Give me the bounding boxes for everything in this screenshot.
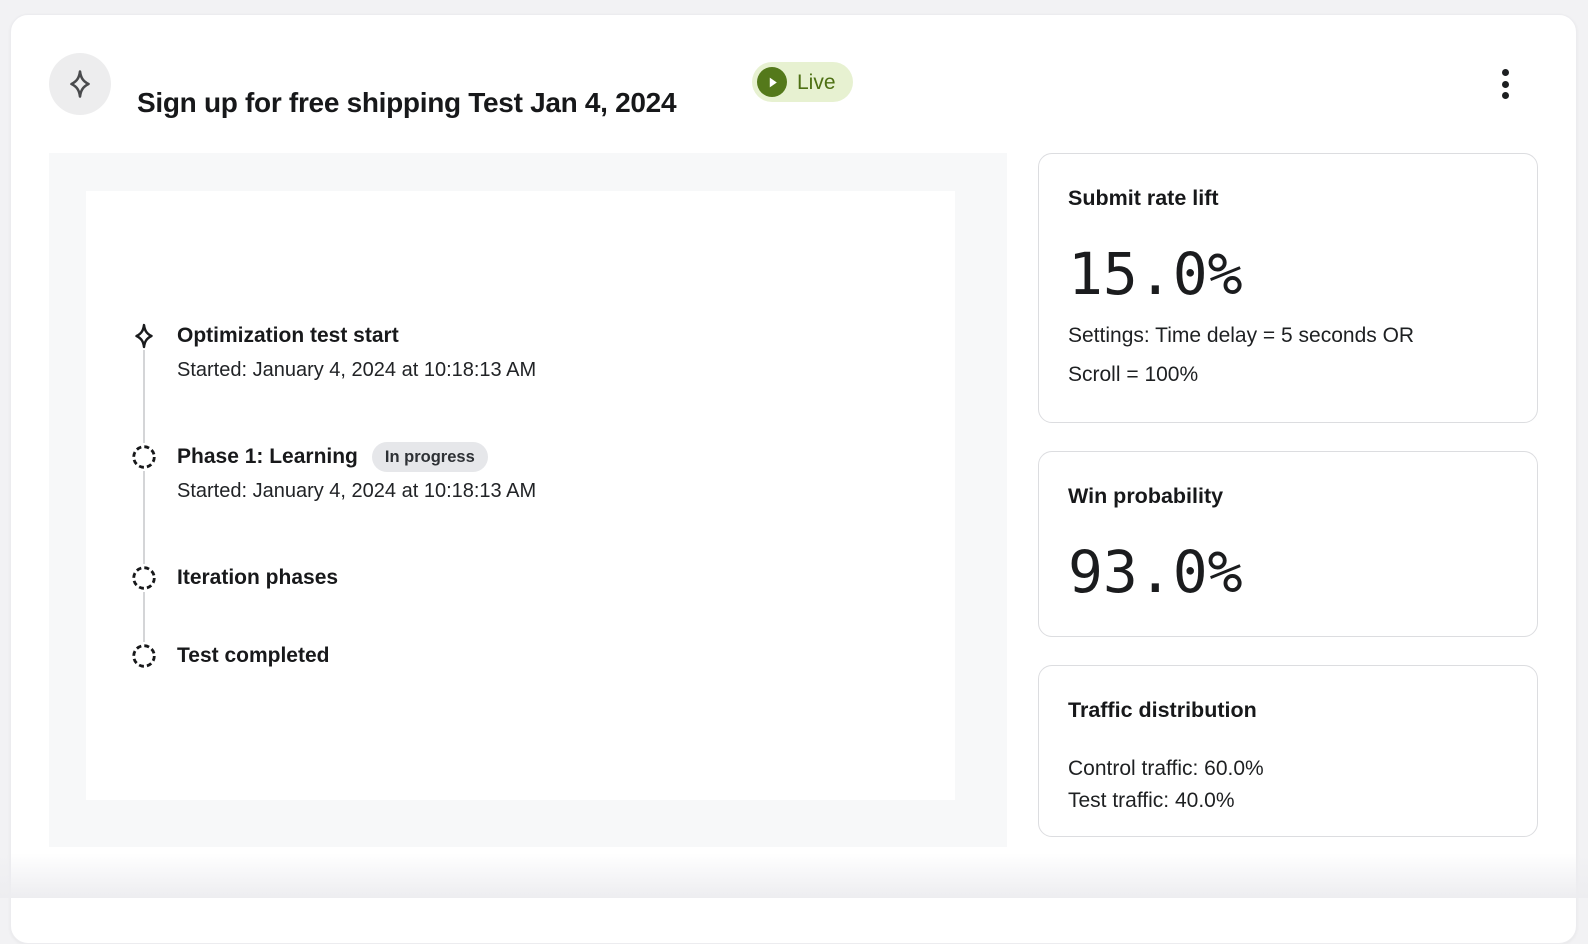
timeline-item: Phase 1: Learning In progress Started: Jan… [130,441,537,504]
submit-rate-lift-title: Submit rate lift [1068,186,1219,210]
win-probability-value: 93.0% [1068,538,1243,606]
timeline-item: Optimization test start Started: January … [130,322,536,383]
test-traffic-line: Test traffic: 40.0% [1068,789,1235,812]
timeline-item-title: Phase 1: Learning [177,445,358,468]
sparkle-icon [130,322,158,350]
control-traffic-line: Control traffic: 60.0% [1068,757,1264,780]
timeline-item: Iteration phases [130,564,536,592]
in-progress-badge: In progress [371,441,488,473]
play-icon [757,67,787,97]
submit-rate-lift-card: Submit rate lift 15.0% Settings: Time de… [1038,153,1538,423]
win-probability-card: Win probability 93.0% [1038,451,1538,637]
dashed-circle-icon [130,443,158,471]
dashed-circle-icon [130,564,158,592]
status-badge-live: Live [752,62,853,102]
timeline-item-title: Optimization test start [177,324,399,347]
status-badge-label: Live [797,70,836,94]
kebab-menu-icon [1501,69,1509,76]
win-probability-title: Win probability [1068,484,1224,508]
submit-rate-lift-settings: Settings: Time delay = 5 seconds OR Scro… [1068,324,1415,386]
traffic-distribution-lines: Control traffic: 60.0% Test traffic: 40.… [1068,753,1508,817]
timeline-item-subtitle: Started: January 4, 2024 at 10:18:13 AM [177,359,537,381]
timeline: Optimization test start Started: January … [130,322,536,670]
timeline-item-title: Iteration phases [177,566,339,589]
page-title: Sign up for free shipping Test Jan 4, 20… [137,86,677,118]
timeline-item-subtitle: Started: January 4, 2024 at 10:18:13 AM [177,480,537,502]
avatar [49,53,111,115]
timeline-section: Optimization test start Started: January … [49,153,1007,847]
stats-column: Submit rate lift 15.0% Settings: Time de… [1038,153,1538,837]
timeline-item-title: Test completed [177,644,330,667]
kebab-menu-button[interactable] [1491,62,1519,106]
submit-rate-lift-value: 15.0% [1068,240,1243,308]
timeline-item: Test completed [130,642,536,670]
timeline-panel: Optimization test start Started: January … [86,191,955,800]
traffic-distribution-card: Traffic distribution Control traffic: 60… [1038,665,1538,837]
dashed-circle-icon [130,642,158,670]
sparkle-icon [70,70,90,98]
traffic-distribution-title: Traffic distribution [1068,698,1257,722]
